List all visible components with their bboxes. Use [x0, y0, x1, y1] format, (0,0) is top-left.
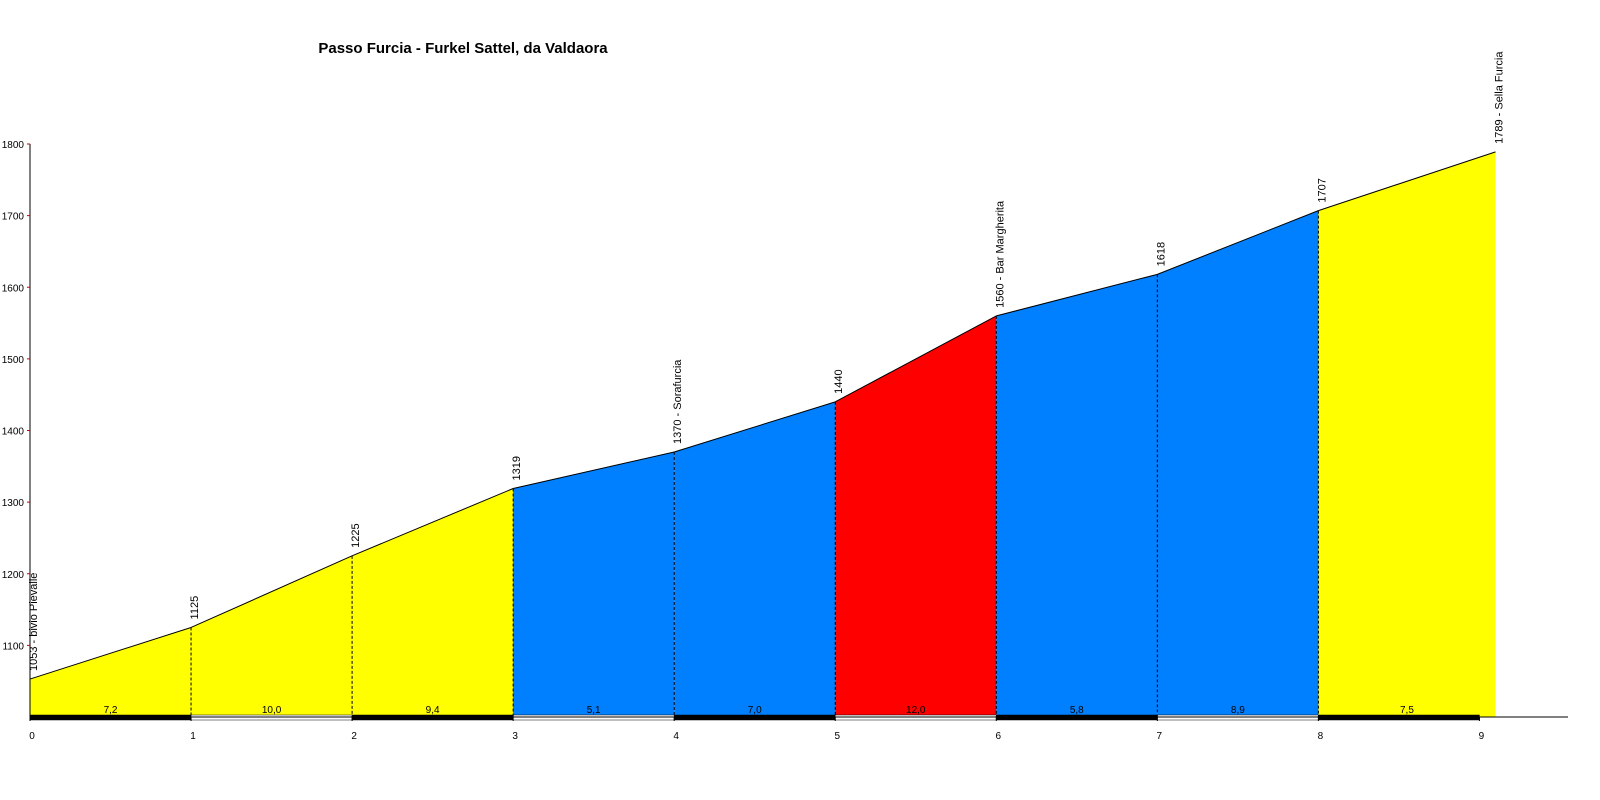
x-tick-label: 6: [996, 731, 1002, 742]
x-tick-label: 4: [673, 731, 679, 742]
point-label: 1125: [189, 596, 201, 620]
y-tick-label: 1800: [2, 140, 25, 151]
profile-segment: [513, 451, 675, 717]
profile-edge: [1318, 151, 1496, 212]
gradient-label: 12,0: [906, 705, 926, 716]
x-tick-label: 3: [512, 731, 518, 742]
profile-edge: [190, 555, 353, 628]
y-tick-label: 1700: [2, 212, 25, 223]
gradient-label: 7,0: [748, 705, 762, 716]
y-tick-label: 1600: [2, 283, 25, 294]
x-tick-label: 9: [1479, 731, 1485, 742]
point-label: 1618: [1155, 242, 1167, 266]
x-tick-label: 8: [1318, 731, 1324, 742]
profile-segment: [352, 488, 514, 717]
y-tick-label: 1100: [2, 641, 24, 652]
x-tick-label: 5: [834, 731, 840, 742]
y-tick-label: 1200: [2, 570, 25, 581]
gradient-label: 7,5: [1400, 705, 1414, 716]
x-tick-label: 0: [29, 731, 35, 742]
point-label: 1225: [350, 523, 362, 547]
profile-edge: [674, 401, 836, 453]
gradient-label: 10,0: [262, 705, 282, 716]
point-label: 1053 - bivio Pievalle: [28, 573, 40, 671]
profile-edge: [351, 488, 514, 557]
point-label: 1789 - Sella Furcia: [1494, 51, 1506, 144]
profile-segment: [30, 627, 192, 717]
profile-segment: [835, 315, 997, 717]
gradient-label: 5,8: [1070, 705, 1084, 716]
point-label: 1440: [833, 369, 845, 393]
point-label: 1560 - Bar Margherita: [994, 200, 1006, 308]
x-tick-label: 2: [351, 731, 357, 742]
profile-segment: [1318, 151, 1496, 717]
y-tick-label: 1300: [2, 498, 25, 509]
profile-edge: [835, 315, 997, 403]
gradient-label: 8,9: [1231, 705, 1245, 716]
y-tick-label: 1500: [2, 355, 25, 366]
chart-title: Passo Furcia - Furkel Sattel, da Valdaor…: [318, 40, 608, 57]
point-label: 1707: [1316, 178, 1328, 202]
gradient-label: 7,2: [104, 705, 118, 716]
x-tick-label: 7: [1157, 731, 1163, 742]
profile-segment: [191, 555, 353, 717]
point-label: 1370 - Sorafurcia: [672, 359, 684, 444]
gradient-label: 5,1: [587, 705, 601, 716]
profile-segment: [1157, 210, 1319, 717]
gradient-label: 9,4: [426, 705, 440, 716]
x-tick-label: 1: [190, 731, 196, 742]
point-label: 1319: [511, 456, 523, 480]
profile-edge: [1157, 210, 1319, 275]
profile-edge: [996, 273, 1158, 317]
profile-segment: [674, 401, 836, 717]
profile-segment: [996, 274, 1158, 717]
profile-edge: [513, 451, 675, 490]
profile-edge: [29, 626, 192, 680]
y-tick-label: 1400: [2, 427, 25, 438]
